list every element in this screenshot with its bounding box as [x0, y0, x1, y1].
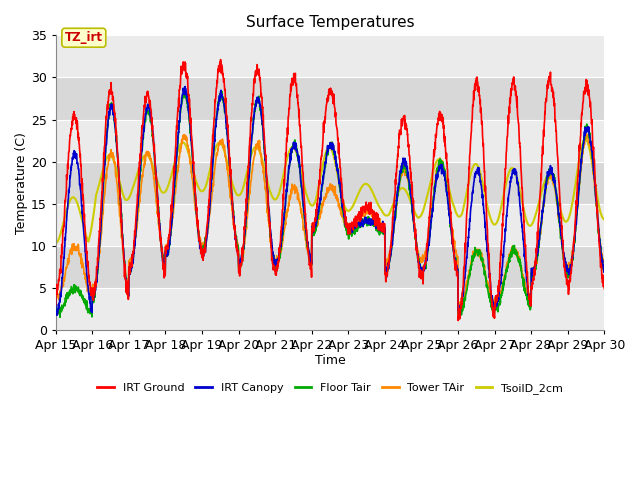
- Bar: [56, 120, 604, 162]
- Bar: [56, 162, 604, 204]
- X-axis label: Time: Time: [315, 354, 346, 367]
- Y-axis label: Temperature (C): Temperature (C): [15, 132, 28, 234]
- Bar: [56, 246, 604, 288]
- Title: Surface Temperatures: Surface Temperatures: [246, 15, 414, 30]
- Legend: IRT Ground, IRT Canopy, Floor Tair, Tower TAir, TsoilD_2cm: IRT Ground, IRT Canopy, Floor Tair, Towe…: [93, 379, 568, 398]
- Bar: [56, 77, 604, 120]
- Bar: [56, 204, 604, 246]
- Bar: [56, 36, 604, 77]
- Bar: [56, 288, 604, 330]
- Text: TZ_irt: TZ_irt: [65, 31, 103, 44]
